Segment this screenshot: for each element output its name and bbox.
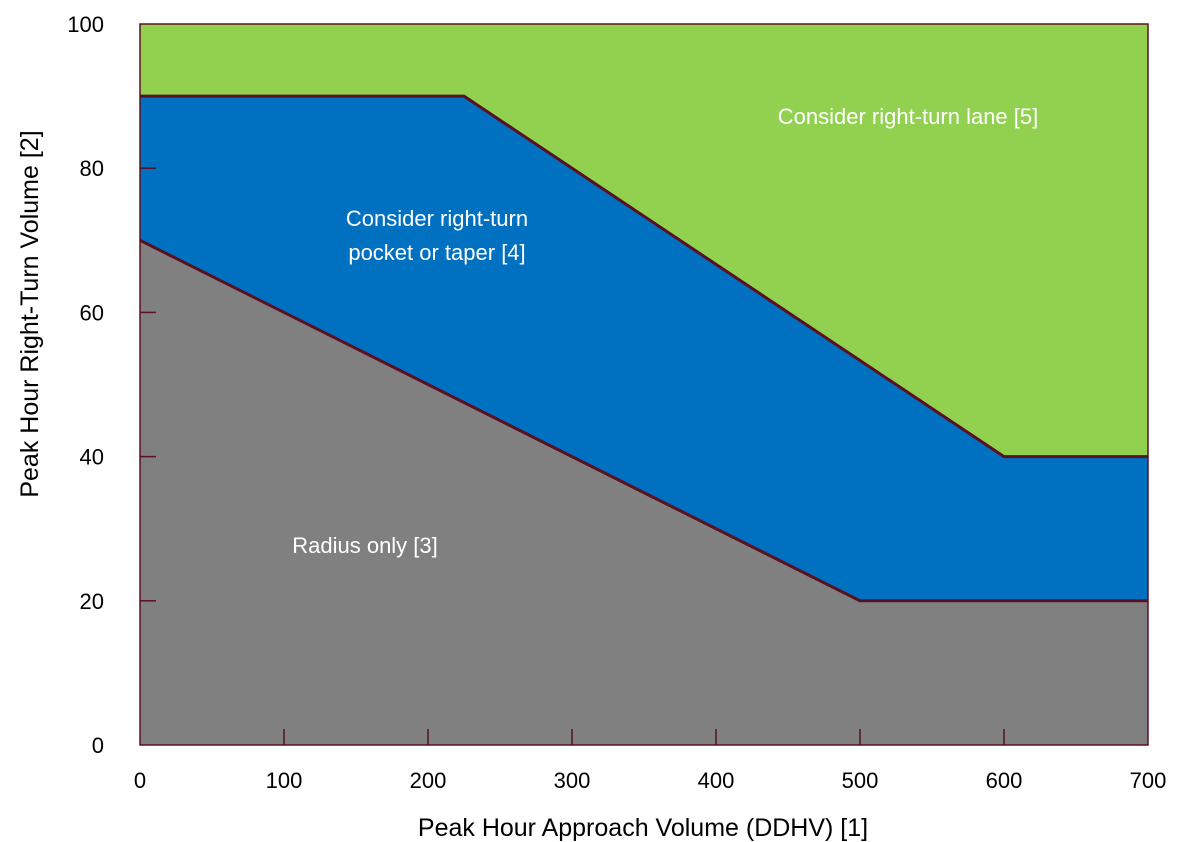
region-right-turn-lane [140, 24, 1148, 457]
x-tick-label: 700 [1130, 768, 1167, 793]
plot-frame [139, 23, 1149, 746]
y-axis-label: Peak Hour Right-Turn Volume [2] [16, 130, 44, 497]
y-tick-label: 40 [80, 445, 104, 470]
y-tick-label: 20 [80, 589, 104, 614]
region-label-pocket-taper-line-2: pocket or taper [4] [348, 240, 525, 265]
region-label-right-turn-lane: Consider right-turn lane [5] [778, 104, 1038, 129]
y-tick-label: 100 [67, 12, 104, 37]
region-label-pocket-taper-line-1: Consider right-turn [346, 206, 528, 231]
boundary-line-upper [140, 94, 1148, 459]
regions-layer [140, 24, 1148, 746]
region-pocket-or-taper [140, 96, 1148, 601]
x-axis-label: Peak Hour Approach Volume (DDHV) [1] [418, 814, 868, 842]
x-tick-label: 500 [842, 768, 879, 793]
y-tick-label: 0 [92, 733, 104, 758]
y-tick-label: 80 [80, 156, 104, 181]
x-tick-label: 200 [410, 768, 447, 793]
x-tick-label: 100 [266, 768, 303, 793]
y-tick-label: 60 [80, 300, 104, 325]
boundary-lines-layer [139, 23, 1149, 746]
ticks-layer: 0 100 200 300 400 500 600 700 0 20 40 60 80 100 [67, 12, 1166, 793]
x-tick-label: 0 [134, 768, 146, 793]
x-tick-label: 600 [986, 768, 1023, 793]
boundary-line-lower [139, 238, 1148, 603]
region-label-radius-only: Radius only [3] [292, 533, 438, 558]
x-tick-label: 300 [554, 768, 591, 793]
x-tick-label: 400 [698, 768, 735, 793]
